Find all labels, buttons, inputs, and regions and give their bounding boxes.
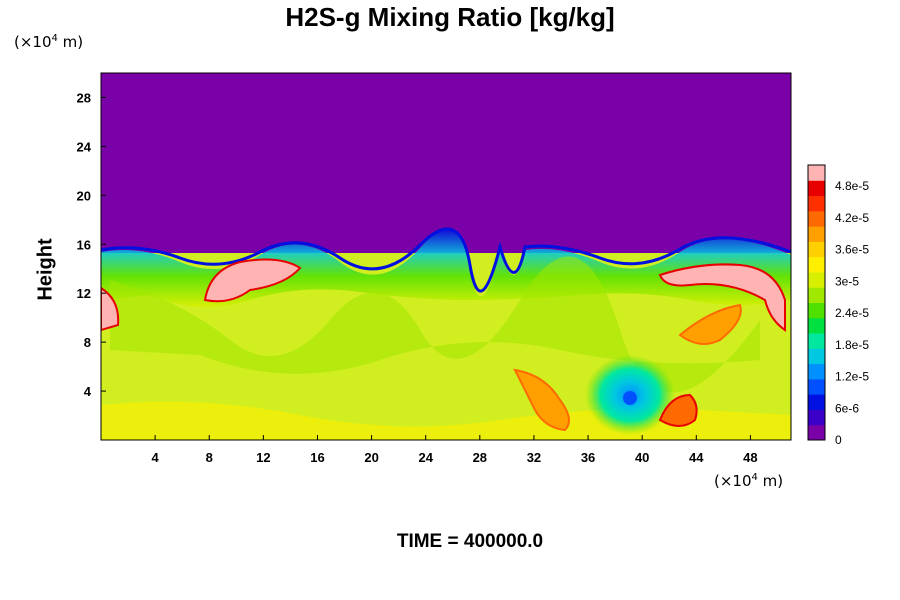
colorbar-swatch xyxy=(808,378,825,395)
x-tick-label: 8 xyxy=(206,450,213,465)
colorbar-swatch xyxy=(808,302,825,319)
colorbar-swatch xyxy=(808,333,825,349)
x-tick-label: 16 xyxy=(310,450,324,465)
high-patch-3 xyxy=(101,286,120,332)
colorbar-swatch xyxy=(808,210,825,227)
time-label: TIME = 400000.0 xyxy=(396,531,544,552)
x-tick-label: 20 xyxy=(364,450,378,465)
y-tick-label: 20 xyxy=(77,188,91,203)
heatmap-field xyxy=(101,73,791,440)
colorbar-swatch xyxy=(808,394,825,410)
high-patch-2 xyxy=(658,263,786,332)
colorbar-tick-label: 3.6e-5 xyxy=(835,243,869,257)
colorbar-swatch xyxy=(808,256,825,273)
x-tick-label: 36 xyxy=(581,450,595,465)
y-tick-label: 4 xyxy=(84,384,92,399)
colorbar-swatch xyxy=(808,226,825,242)
x-tick-label: 4 xyxy=(152,450,160,465)
y-tick-label: 8 xyxy=(84,335,91,350)
colorbar-tick-label: 0 xyxy=(835,433,842,447)
plume-3 xyxy=(678,303,742,345)
colorbar-tick-label: 2.4e-5 xyxy=(835,306,869,320)
colorbar-tick-label: 4.2e-5 xyxy=(835,211,869,225)
colorbar-tick-label: 1.2e-5 xyxy=(835,370,869,384)
colorbar-swatch xyxy=(808,195,825,212)
colorbar-swatch xyxy=(808,271,825,288)
colorbar-tick-label: 4.8e-5 xyxy=(835,179,869,193)
x-tick-label: 40 xyxy=(635,450,649,465)
colorbar-swatch xyxy=(808,409,825,426)
colorbar-swatch xyxy=(808,165,825,181)
field-upper-layer xyxy=(101,73,791,253)
colorbar-swatch xyxy=(808,317,825,334)
x-tick-label: 24 xyxy=(418,450,433,465)
plume-2 xyxy=(658,393,698,427)
colorbar-tick-label: 6e-6 xyxy=(835,401,859,415)
plot-frame xyxy=(100,72,792,441)
y-tick-label: 28 xyxy=(77,90,91,105)
colorbar: 0 6e-6 1.2e-5 1.8e-5 2.4e-5 3e-5 3.6e-5 4.2e-5 4… xyxy=(807,164,869,447)
plume-1 xyxy=(513,368,570,432)
x-tick-label: 28 xyxy=(473,450,487,465)
y-tick-label: 12 xyxy=(77,286,91,301)
chart-title: H2S-g Mixing Ratio [kg/kg] xyxy=(285,2,615,32)
colorbar-frame xyxy=(807,164,826,441)
interface-band xyxy=(101,229,791,307)
y-tick-label: 16 xyxy=(77,237,91,252)
colorbar-tick-label: 1.8e-5 xyxy=(835,338,869,352)
colorbar-swatch xyxy=(808,348,825,365)
colorbar-tick-label: 3e-5 xyxy=(835,274,859,288)
y-ticks: 4 8 12 16 20 24 28 xyxy=(77,90,106,399)
x-ticks: 4 8 12 16 20 24 28 32 36 40 44 48 xyxy=(152,435,758,465)
x-tick-label: 48 xyxy=(743,450,757,465)
colorbar-swatch xyxy=(808,287,825,303)
colorbar-swatch xyxy=(808,363,825,380)
colorbar-swatch xyxy=(808,424,825,441)
x-axis-unit: (×104 m) xyxy=(714,472,784,490)
high-patch-1 xyxy=(203,258,302,303)
colorbar-swatch xyxy=(808,241,825,258)
y-axis-unit: (×104 m) xyxy=(14,33,84,51)
mid-greens xyxy=(110,256,760,393)
x-tick-label: 32 xyxy=(527,450,541,465)
x-tick-label: 44 xyxy=(689,450,704,465)
colorbar-swatch xyxy=(808,180,825,197)
y-tick-label: 24 xyxy=(77,139,92,154)
interface-edge xyxy=(101,227,791,293)
x-tick-label: 12 xyxy=(256,450,270,465)
vortex-core xyxy=(623,391,637,405)
